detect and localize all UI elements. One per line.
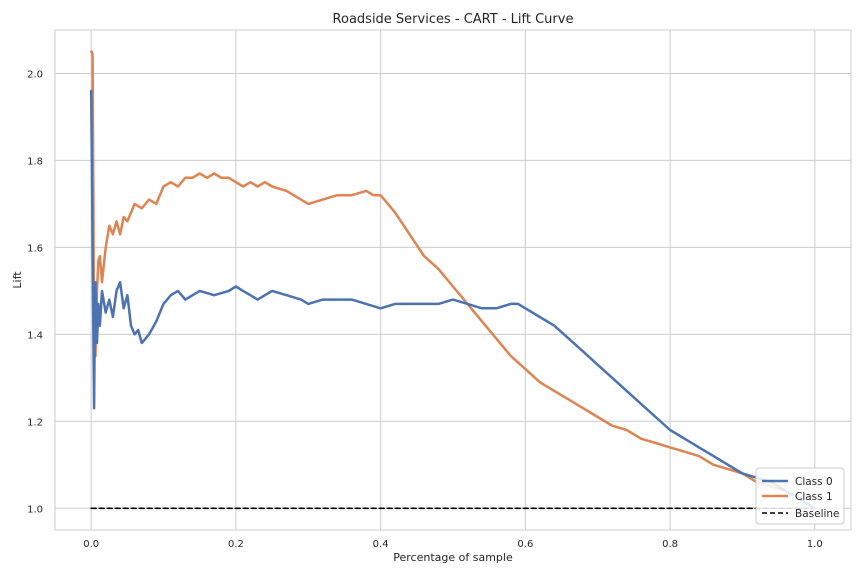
x-axis-label: Percentage of sample <box>393 551 513 564</box>
y-tick-label: 1.6 <box>27 243 43 254</box>
chart-title: Roadside Services - CART - Lift Curve <box>333 12 574 27</box>
y-axis-label: Lift <box>11 271 24 289</box>
legend-label-class-0: Class 0 <box>795 476 833 488</box>
x-tick-label: 1.0 <box>807 539 823 550</box>
y-tick-label: 1.2 <box>27 417 43 428</box>
plot-area <box>54 29 852 531</box>
y-tick-label: 2.0 <box>27 69 43 80</box>
x-tick-label: 0.2 <box>228 539 244 550</box>
x-tick-label: 0.4 <box>373 539 389 550</box>
series-line-class-1 <box>89 50 817 510</box>
legend-label-baseline: Baseline <box>795 508 840 520</box>
legend-label-class-1: Class 1 <box>795 491 833 503</box>
legend: Class 0 Class 1 Baseline <box>755 467 845 525</box>
y-tick-label: 1.4 <box>27 330 43 341</box>
y-tick-label: 1.0 <box>27 504 43 515</box>
x-tick-label: 0.0 <box>83 539 99 550</box>
x-tick-label: 0.6 <box>517 539 533 550</box>
grid <box>55 30 851 530</box>
tick-labels: 0.0 0.2 0.4 0.6 0.8 1.0 1.0 1.2 1.4 1.6 1.8 2.0 <box>27 69 823 550</box>
x-tick-label: 0.8 <box>662 539 678 550</box>
y-tick-label: 1.8 <box>27 156 43 167</box>
series-lines <box>89 50 817 510</box>
series-line-class-0 <box>89 89 817 510</box>
